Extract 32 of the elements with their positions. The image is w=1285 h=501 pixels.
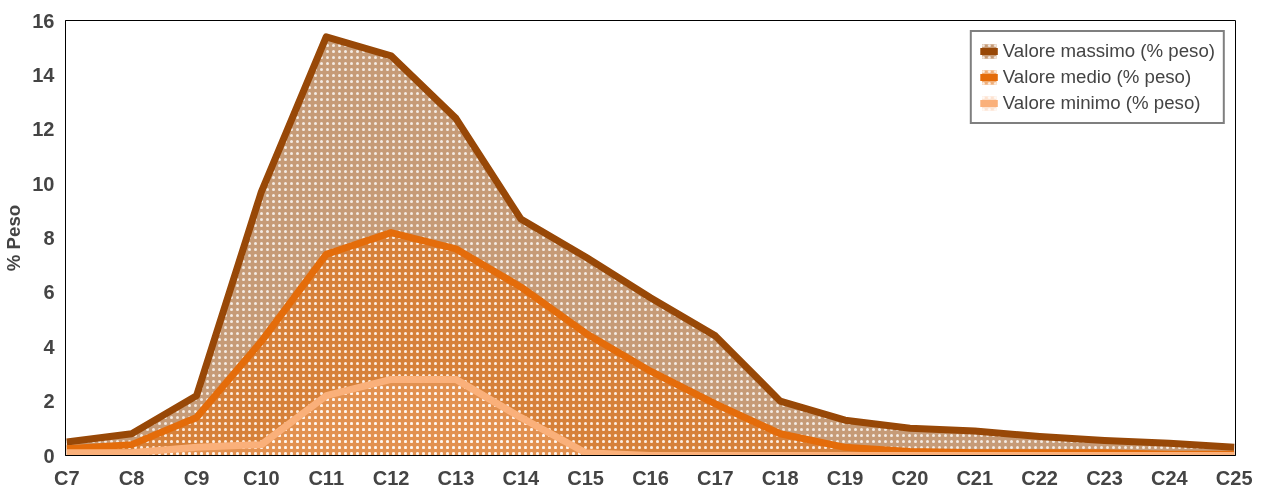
x-tick-label: C17	[697, 466, 734, 489]
y-axis-title: % Peso	[3, 204, 25, 272]
y-tick-label: 12	[32, 118, 55, 141]
y-tick-label: 14	[32, 63, 56, 86]
x-tick-label: C20	[891, 466, 929, 489]
y-tick-label: 10	[32, 172, 55, 195]
x-tick-label: C19	[826, 466, 864, 489]
x-tick-label: C16	[632, 466, 669, 489]
x-tick-label: C13	[437, 466, 475, 489]
x-tick-label: C18	[761, 466, 799, 489]
x-tick-label: C14	[502, 466, 541, 489]
y-tick-label: 4	[43, 335, 56, 358]
legend-label: Valore medio (% peso)	[1002, 66, 1192, 88]
y-tick-label: 8	[43, 227, 55, 249]
x-tick-label: C23	[1086, 466, 1123, 489]
legend-label: Valore minimo (% peso)	[1002, 92, 1201, 114]
y-tick-label: 0	[43, 444, 55, 467]
x-tick-label: C9	[183, 466, 210, 489]
y-tick-label: 2	[43, 390, 55, 413]
x-tick-label: C22	[1021, 466, 1058, 489]
x-tick-label: C25	[1215, 466, 1253, 489]
x-tick-label: C12	[372, 466, 410, 489]
legend-label: Valore massimo (% peso)	[1002, 40, 1215, 62]
x-tick-label: C10	[243, 466, 280, 489]
x-tick-label: C8	[118, 466, 145, 489]
x-tick-label: C7	[54, 466, 80, 489]
x-tick-label: C21	[956, 466, 994, 489]
x-tick-label: C24	[1151, 466, 1189, 489]
y-tick-label: 16	[32, 9, 55, 32]
x-tick-label: C11	[308, 466, 345, 489]
y-tick-label: 6	[43, 281, 55, 304]
x-tick-label: C15	[567, 466, 604, 489]
